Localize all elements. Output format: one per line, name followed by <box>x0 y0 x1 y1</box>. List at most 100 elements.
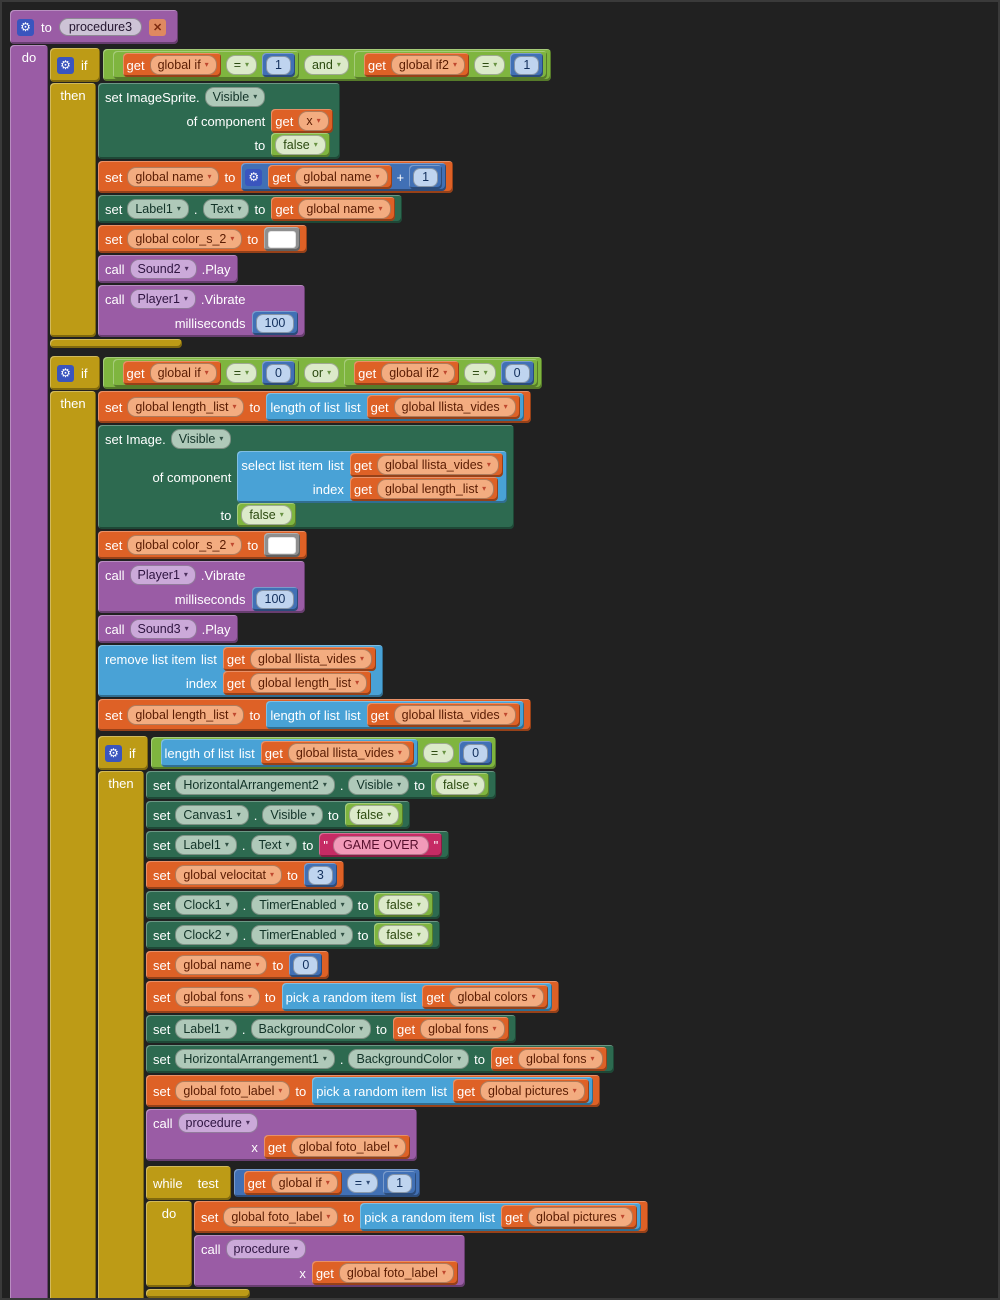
dropdown-field[interactable]: global llista_vides ▾ <box>393 705 516 725</box>
procedure-name-field[interactable]: procedure3 <box>58 18 143 36</box>
get-variable-block[interactable]: get global llista_vides ▾ <box>222 647 376 671</box>
get-variable-block[interactable]: get global if2 ▾ <box>363 53 469 77</box>
dropdown-field[interactable]: Clock2 ▾ <box>175 925 238 945</box>
color-white-block[interactable] <box>264 533 301 557</box>
dropdown-field[interactable]: Visible ▾ <box>262 805 323 825</box>
pick-random-item-block[interactable]: pick a random item list get global pictures… <box>312 1077 593 1105</box>
number-block[interactable]: 3 <box>303 863 337 887</box>
dropdown-field[interactable]: global length_list ▾ <box>250 673 368 693</box>
dropdown-field[interactable]: Visible ▾ <box>348 775 410 795</box>
number-block[interactable]: 1 <box>510 53 544 77</box>
get-variable-block[interactable]: get global fons ▾ <box>490 1047 607 1071</box>
get-variable-block[interactable]: get global length_list ▾ <box>349 477 499 501</box>
get-variable-block[interactable]: get global colors ▾ <box>422 985 548 1009</box>
dropdown-field[interactable]: Canvas1 ▾ <box>175 805 249 825</box>
set-global-color-s-2[interactable]: set global color_s_2 ▾ to <box>98 225 308 253</box>
set-image-visible[interactable]: set Image. Visible ▾ of component select lis… <box>98 425 514 529</box>
set-clock2-timerenabled[interactable]: set Clock2 ▾. TimerEnabled ▾ to false ▾ <box>146 921 440 949</box>
equals-block[interactable]: get global if2 ▾ = ▾ 0 <box>344 359 538 387</box>
set-horizontalarrangement1-backgroundcolor[interactable]: set HorizontalArrangement1 ▾. BackgroundCol… <box>146 1045 614 1073</box>
dropdown-field[interactable]: Label1 ▾ <box>175 1019 237 1039</box>
select-list-item-block[interactable]: select list item list get global llista_vid… <box>237 451 507 503</box>
set-clock1-timerenabled[interactable]: set Clock1 ▾. TimerEnabled ▾ to false ▾ <box>146 891 440 919</box>
call-procedure[interactable]: call procedure ▾ x get global foto_label ▾ <box>194 1235 465 1287</box>
dropdown-field[interactable]: = ▾ <box>346 1173 379 1193</box>
set-horizontalarrangement2-visible[interactable]: set HorizontalArrangement2 ▾. Visible ▾ to fal… <box>146 771 497 799</box>
equals-block[interactable]: length of list list get global llista_vides… <box>150 737 497 769</box>
dropdown-field[interactable]: false ▾ <box>378 895 429 915</box>
color-swatch[interactable] <box>268 536 297 554</box>
false-block[interactable]: false ▾ <box>374 893 433 917</box>
get-variable-block[interactable]: get global foto_label ▾ <box>263 1135 410 1159</box>
text-string-block[interactable]: " GAME OVER " <box>319 833 443 857</box>
delete-icon[interactable]: ✕ <box>149 18 167 36</box>
get-variable-block[interactable]: get global pictures ▾ <box>500 1205 637 1229</box>
number-block[interactable]: 1 <box>383 1171 417 1195</box>
length-of-list-block[interactable]: length of list list get global llista_vides… <box>160 739 418 767</box>
set-global-name[interactable]: set global name ▾ to ⚙ get global name ▾ +1 <box>98 161 454 193</box>
gear-icon[interactable]: ⚙ <box>105 744 122 762</box>
dropdown-field[interactable]: = ▾ <box>225 363 258 383</box>
number-field[interactable]: 0 <box>293 955 319 975</box>
call-player1-vibrate[interactable]: call Player1 ▾ .Vibrate milliseconds 100 <box>98 561 306 613</box>
dropdown-field[interactable]: HorizontalArrangement2 ▾ <box>175 775 335 795</box>
set-global-name-zero[interactable]: set global name ▾ to 0 <box>146 951 330 979</box>
false-block[interactable]: false ▾ <box>237 503 296 527</box>
equals-block[interactable]: get global if ▾ = ▾ 1 <box>112 51 299 79</box>
set-global-length-list[interactable]: set global length_list ▾ to length of list li… <box>98 699 531 731</box>
dropdown-field[interactable]: = ▾ <box>464 363 496 383</box>
dropdown-field[interactable]: procedure ▾ <box>225 1239 306 1259</box>
length-of-list-block[interactable]: length of list list get global llista_vides… <box>266 701 524 729</box>
dropdown-field[interactable]: false ▾ <box>241 505 292 525</box>
dropdown-field[interactable]: global name ▾ <box>127 167 220 187</box>
dropdown-field[interactable]: global foto_label ▾ <box>223 1207 339 1227</box>
dropdown-field[interactable]: Visible ▾ <box>170 429 232 449</box>
get-variable-block[interactable]: get global llista_vides ▾ <box>366 395 520 419</box>
dropdown-field[interactable]: global foto_label ▾ <box>175 1081 291 1101</box>
math-equals-block[interactable]: get global if ▾ = ▾ 1 <box>233 1169 421 1197</box>
addition-block[interactable]: ⚙ get global name ▾ +1 <box>241 163 447 191</box>
false-block[interactable]: false ▾ <box>344 803 404 827</box>
dropdown-field[interactable]: Label1 ▾ <box>175 835 237 855</box>
set-global-foto-label[interactable]: set global foto_label ▾ to pick a random ite… <box>146 1075 600 1107</box>
dropdown-field[interactable]: false ▾ <box>434 775 486 795</box>
number-field[interactable]: 100 <box>255 313 295 333</box>
dropdown-field[interactable]: global velocitat ▾ <box>175 865 283 885</box>
number-block[interactable]: 0 <box>500 361 534 385</box>
dropdown-field[interactable]: global foto_label ▾ <box>338 1263 454 1283</box>
dropdown-field[interactable]: global fons ▾ <box>420 1019 505 1039</box>
set-global-color-s-2[interactable]: set global color_s_2 ▾ to <box>98 531 308 559</box>
set-global-velocitat[interactable]: set global velocitat ▾ to 3 <box>146 861 344 889</box>
dropdown-field[interactable]: global length_list ▾ <box>127 397 245 417</box>
dropdown-field[interactable]: TimerEnabled ▾ <box>251 925 353 945</box>
procedure-definition[interactable]: ⚙ to procedure3 ✕ do ⚙ if get global if ▾ = ▾ 1 and ▾ g… <box>10 10 648 1298</box>
procedure-header[interactable]: ⚙ to procedure3 ✕ <box>10 10 179 44</box>
dropdown-field[interactable]: global pictures ▾ <box>528 1207 633 1227</box>
dropdown-field[interactable]: global if ▾ <box>270 1173 338 1193</box>
dropdown-field[interactable]: global llista_vides ▾ <box>250 649 372 669</box>
dropdown-field[interactable]: global llista_vides ▾ <box>376 455 499 475</box>
number-block[interactable]: 1 <box>409 165 443 189</box>
set-imagesprite-visible[interactable]: set ImageSprite. Visible ▾ of component get x… <box>98 83 340 159</box>
false-block[interactable]: false ▾ <box>430 773 490 797</box>
while-block[interactable]: while test get global if ▾ = ▾ 1 do set global fot… <box>146 1166 648 1298</box>
or-block[interactable]: get global if ▾ = ▾ 0 or ▾ get global if2 ▾ = ▾ 0 <box>102 357 542 389</box>
text-field[interactable]: GAME OVER <box>332 835 429 855</box>
dropdown-field[interactable]: global color_s_2 ▾ <box>127 229 243 249</box>
dropdown-field[interactable]: global foto_label ▾ <box>290 1137 406 1157</box>
if-block-1[interactable]: ⚙ if get global if ▾ = ▾ 1 and ▾ get global if2 ▾ = ▾ 1… <box>50 48 552 348</box>
dropdown-field[interactable]: BackgroundColor ▾ <box>348 1049 470 1069</box>
dropdown-field[interactable]: false ▾ <box>348 805 400 825</box>
if-block-3[interactable]: ⚙ if length of list list get global llista_vi… <box>98 736 648 1298</box>
dropdown-field[interactable]: Visible ▾ <box>204 87 266 107</box>
number-field[interactable]: 3 <box>307 865 333 885</box>
get-variable-block[interactable]: get global llista_vides ▾ <box>366 703 520 727</box>
dropdown-field[interactable]: = ▾ <box>225 55 258 75</box>
get-variable-block[interactable]: get global pictures ▾ <box>452 1079 589 1103</box>
false-block[interactable]: false ▾ <box>271 133 330 157</box>
dropdown-field[interactable]: Sound2 ▾ <box>129 259 197 279</box>
get-variable-block[interactable]: get global name ▾ <box>268 165 392 189</box>
get-variable-block[interactable]: get global if ▾ <box>243 1171 342 1195</box>
dropdown-field[interactable]: BackgroundColor ▾ <box>250 1019 372 1039</box>
dropdown-field[interactable]: global color_s_2 ▾ <box>127 535 243 555</box>
